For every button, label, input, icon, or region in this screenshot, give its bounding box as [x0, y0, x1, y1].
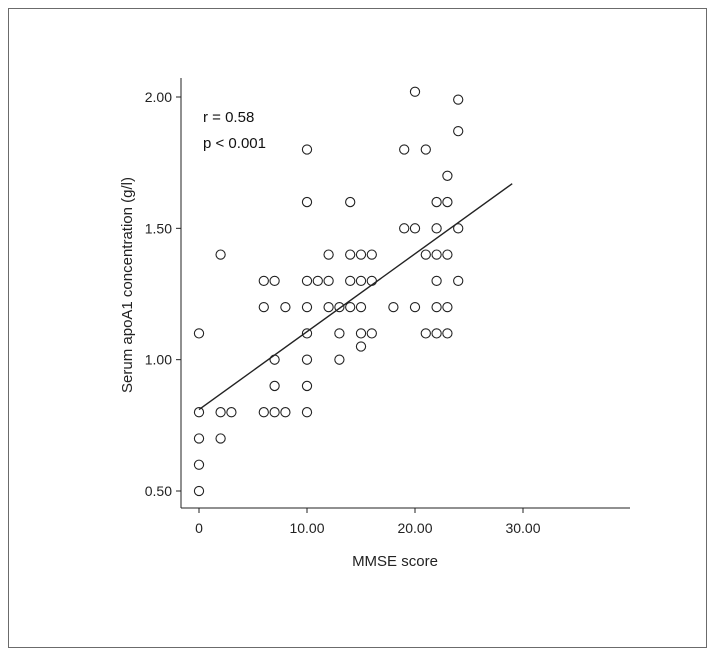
- x-tick-label: 10.00: [289, 520, 324, 536]
- data-point: [431, 275, 442, 287]
- data-points: [193, 86, 464, 497]
- data-point: [345, 196, 356, 208]
- x-tick-label: 0: [195, 520, 203, 536]
- data-point: [323, 249, 334, 260]
- data-point: [420, 249, 431, 260]
- axes: [180, 78, 630, 509]
- data-point: [301, 196, 313, 208]
- data-point: [280, 407, 291, 418]
- data-point: [453, 94, 464, 105]
- x-tick-label: 20.00: [397, 520, 432, 536]
- data-point: [442, 170, 453, 181]
- x-tick-label: 30.00: [505, 520, 540, 536]
- x-ticks: 0 10.00 20.00 30.00: [195, 508, 541, 536]
- data-point: [193, 328, 205, 339]
- data-point: [269, 407, 280, 418]
- data-point: [431, 196, 442, 208]
- data-point: [301, 275, 313, 287]
- data-point: [301, 407, 313, 418]
- data-point: [258, 275, 269, 287]
- data-point: [345, 249, 356, 260]
- data-point: [215, 407, 226, 418]
- data-point: [269, 380, 280, 392]
- data-point: [453, 223, 464, 234]
- data-point: [269, 275, 280, 287]
- data-point: [366, 328, 377, 339]
- data-point: [453, 275, 464, 287]
- data-point: [355, 275, 367, 287]
- data-point: [193, 407, 205, 418]
- data-point: [431, 328, 442, 339]
- data-point: [355, 328, 367, 339]
- data-point: [301, 380, 313, 392]
- data-point: [193, 485, 205, 497]
- data-point: [345, 301, 356, 313]
- data-point: [258, 301, 269, 313]
- annotation-r: r = 0.58: [203, 109, 254, 126]
- data-point: [409, 86, 421, 97]
- x-axis-title: MMSE score: [352, 553, 438, 570]
- data-point: [193, 433, 205, 444]
- data-point: [345, 275, 356, 287]
- y-tick-label: 1.50: [145, 220, 172, 236]
- data-point: [269, 354, 280, 365]
- data-point: [280, 301, 291, 313]
- data-point: [453, 125, 464, 137]
- data-point: [388, 301, 399, 313]
- data-point: [442, 249, 453, 260]
- data-point: [420, 328, 431, 339]
- data-point: [301, 328, 313, 339]
- y-ticks: 0.50 1.00 1.50 2.00: [145, 89, 181, 499]
- data-point: [409, 223, 421, 234]
- data-point: [215, 433, 226, 444]
- data-point: [431, 249, 442, 260]
- y-tick-label: 2.00: [145, 89, 172, 105]
- data-point: [355, 249, 367, 260]
- data-point: [323, 301, 334, 313]
- figure-frame: [8, 8, 707, 648]
- regression-line: [198, 183, 513, 411]
- annotation-p: p < 0.001: [203, 135, 266, 152]
- data-point: [431, 223, 442, 234]
- data-point: [258, 407, 269, 418]
- data-point: [226, 407, 237, 418]
- data-point: [215, 249, 226, 260]
- data-point: [420, 144, 431, 155]
- y-axis-title: Serum apoA1 concentration (g/l): [119, 177, 136, 393]
- data-point: [442, 328, 453, 339]
- data-point: [366, 249, 377, 260]
- data-point: [301, 354, 313, 365]
- data-point: [193, 459, 205, 470]
- data-point: [301, 301, 313, 313]
- data-point: [409, 301, 421, 313]
- y-tick-label: 1.00: [145, 352, 172, 368]
- data-point: [301, 144, 313, 155]
- data-point: [355, 341, 367, 352]
- data-point: [442, 196, 453, 208]
- data-point: [431, 301, 442, 313]
- y-tick-label: 0.50: [145, 483, 172, 499]
- data-point: [442, 301, 453, 313]
- data-point: [399, 144, 410, 155]
- data-point: [312, 275, 323, 287]
- data-point: [334, 354, 345, 365]
- data-point: [399, 223, 410, 234]
- data-point: [323, 275, 334, 287]
- data-point: [334, 328, 345, 339]
- data-point: [355, 301, 367, 313]
